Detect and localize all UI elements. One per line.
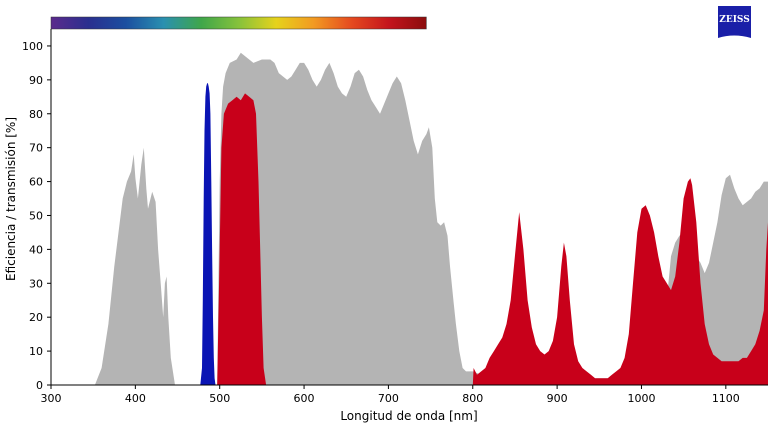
zeiss-logo: ZEISS <box>718 6 751 38</box>
y-axis-title: Eficiencia / transmisión [%] <box>4 117 18 281</box>
series-group <box>94 52 768 386</box>
series-area-2 <box>200 83 216 385</box>
x-tick-label: 300 <box>41 392 62 405</box>
x-tick-label: 500 <box>209 392 230 405</box>
ticks: 300 400 500 600 700 800 900 1000 1100 0 10 20 30 40 50… <box>22 40 740 405</box>
axes <box>50 29 768 386</box>
y-tick-label: 60 <box>29 176 43 189</box>
logo-text: ZEISS <box>719 15 749 25</box>
y-tick-label: 70 <box>29 142 43 155</box>
series-area-1 <box>217 93 768 386</box>
x-axis-title: Longitud de onda [nm] <box>340 409 477 423</box>
x-tick-label: 700 <box>378 392 399 405</box>
y-tick-label: 90 <box>29 74 43 87</box>
series-area-0 <box>94 52 768 385</box>
y-tick-label: 10 <box>29 345 43 358</box>
x-tick-label: 800 <box>462 392 483 405</box>
x-tick-label: 400 <box>125 392 146 405</box>
x-tick-label: 600 <box>294 392 315 405</box>
x-tick-label: 900 <box>547 392 568 405</box>
y-tick-label: 30 <box>29 277 43 290</box>
y-tick-label: 100 <box>22 40 43 53</box>
x-tick-label: 1100 <box>712 392 740 405</box>
spectrum-bar <box>50 16 427 30</box>
y-tick-label: 20 <box>29 311 43 324</box>
y-tick-label: 80 <box>29 108 43 121</box>
y-tick-label: 0 <box>36 379 43 392</box>
y-tick-label: 50 <box>29 209 43 222</box>
y-tick-label: 40 <box>29 243 43 256</box>
x-tick-label: 1000 <box>627 392 655 405</box>
logo-shape <box>718 6 751 38</box>
